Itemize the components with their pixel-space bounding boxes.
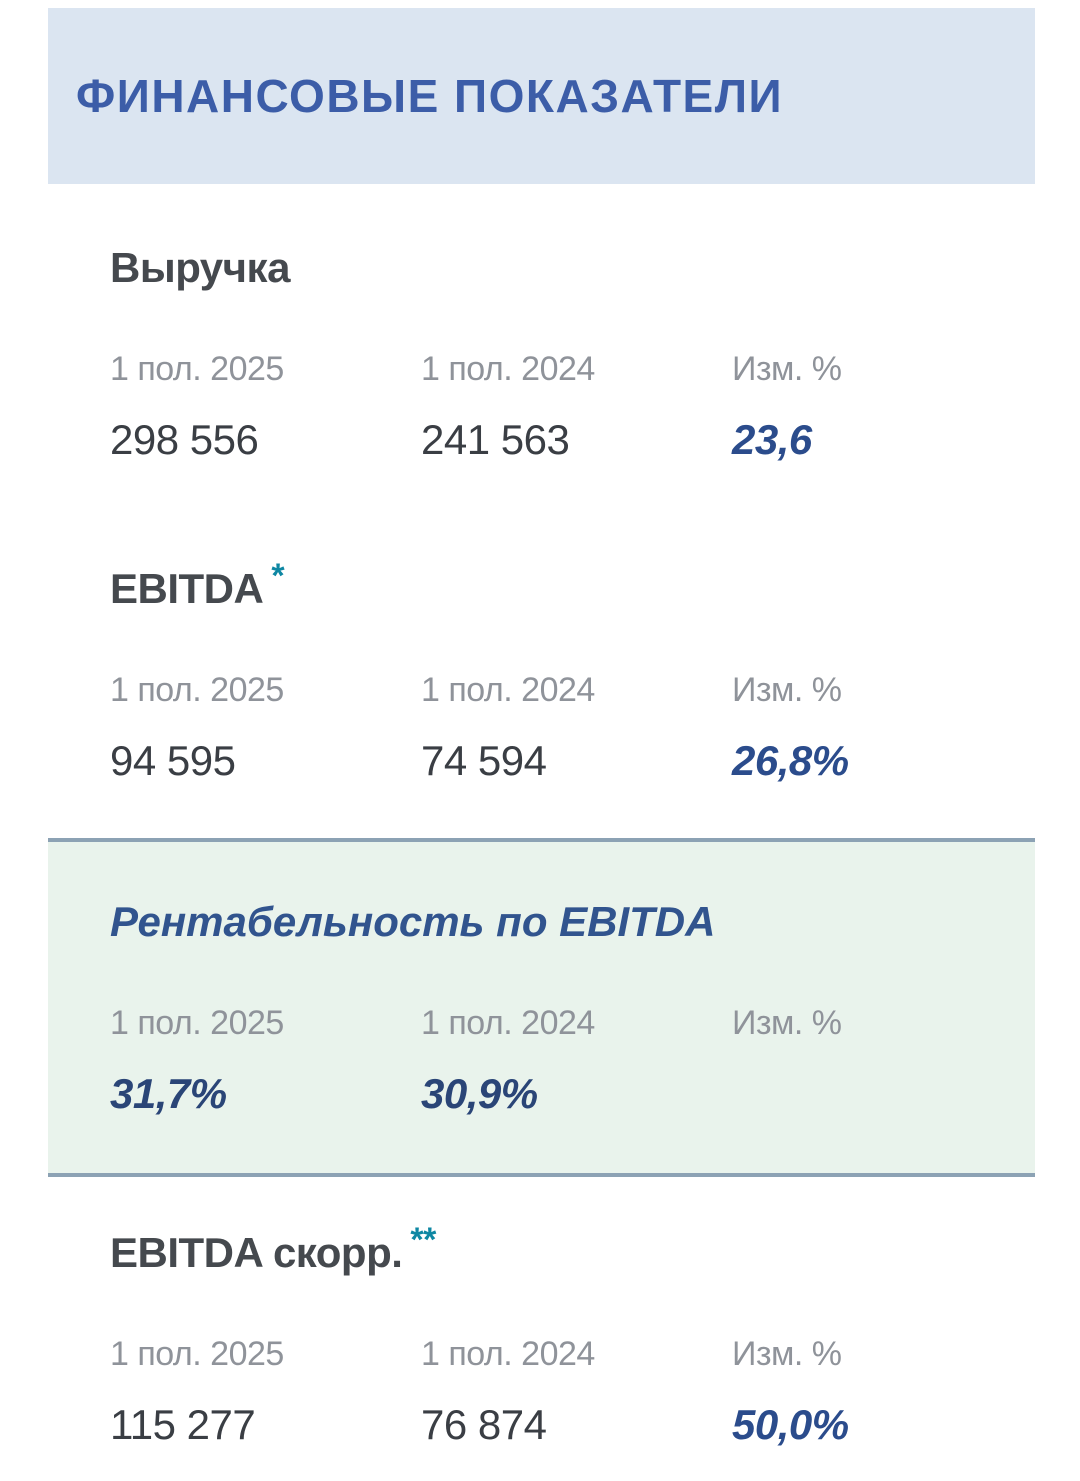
metric-name: EBITDA bbox=[110, 565, 264, 612]
metric-section-ebitda: EBITDA * 1 пол. 2025 1 пол. 2024 Изм. % 9… bbox=[0, 557, 1080, 786]
metric-title-revenue: Выручка bbox=[110, 244, 1035, 295]
page-title: ФИНАНСОВЫЕ ПОКАЗАТЕЛИ bbox=[76, 70, 784, 122]
column-label-period-2024: 1 пол. 2024 bbox=[421, 1004, 595, 1042]
value-row: 94 595 74 594 26,8% bbox=[110, 736, 1035, 786]
column-label-change: Изм. % bbox=[732, 1335, 842, 1373]
column-label-period-2024: 1 пол. 2024 bbox=[421, 350, 595, 388]
column-header-row: 1 пол. 2025 1 пол. 2024 Изм. % bbox=[110, 349, 1035, 389]
metric-name: Рентабельность по EBITDA bbox=[110, 898, 716, 945]
metric-section-revenue: Выручка 1 пол. 2025 1 пол. 2024 Изм. % 2… bbox=[0, 244, 1080, 465]
value-row: 31,7% 30,9% bbox=[110, 1069, 1035, 1119]
column-label-period-2025: 1 пол. 2025 bbox=[110, 1335, 284, 1373]
change-value: 26,8% bbox=[732, 737, 849, 784]
metric-name: Выручка bbox=[110, 244, 290, 291]
value-2024: 74 594 bbox=[421, 737, 547, 784]
metric-section-ebitda-margin: Рентабельность по EBITDA 1 пол. 2025 1 п… bbox=[48, 838, 1035, 1177]
column-label-change: Изм. % bbox=[732, 350, 842, 388]
value-2024: 241 563 bbox=[421, 416, 570, 463]
column-label-period-2025: 1 пол. 2025 bbox=[110, 671, 284, 709]
column-label-period-2024: 1 пол. 2024 bbox=[421, 671, 595, 709]
value-row: 298 556 241 563 23,6 bbox=[110, 415, 1035, 465]
metric-title-ebitda: EBITDA * bbox=[110, 557, 1035, 616]
metric-section-ebitda-adjusted: EBITDA скорр. ** 1 пол. 2025 1 пол. 2024 … bbox=[0, 1221, 1080, 1450]
value-2025: 31,7% bbox=[110, 1070, 227, 1117]
column-label-period-2025: 1 пол. 2025 bbox=[110, 1004, 284, 1042]
column-label-change: Изм. % bbox=[732, 671, 842, 709]
metric-title-ebitda-adjusted: EBITDA скорр. ** bbox=[110, 1221, 1035, 1280]
column-header-row: 1 пол. 2025 1 пол. 2024 Изм. % bbox=[110, 1334, 1035, 1374]
value-2024: 76 874 bbox=[421, 1401, 547, 1448]
value-2024: 30,9% bbox=[421, 1070, 538, 1117]
footnote-asterisk: ** bbox=[410, 1221, 436, 1259]
column-header-row: 1 пол. 2025 1 пол. 2024 Изм. % bbox=[110, 670, 1035, 710]
footnote-asterisk: * bbox=[271, 557, 285, 595]
value-row: 115 277 76 874 50,0% bbox=[110, 1400, 1035, 1450]
value-2025: 94 595 bbox=[110, 737, 236, 784]
header-band: ФИНАНСОВЫЕ ПОКАЗАТЕЛИ bbox=[48, 8, 1035, 184]
column-label-period-2024: 1 пол. 2024 bbox=[421, 1335, 595, 1373]
metric-title-ebitda-margin: Рентабельность по EBITDA bbox=[110, 898, 1035, 949]
metric-name: EBITDA скорр. bbox=[110, 1229, 403, 1276]
column-label-change: Изм. % bbox=[732, 1004, 842, 1042]
column-label-period-2025: 1 пол. 2025 bbox=[110, 350, 284, 388]
column-header-row: 1 пол. 2025 1 пол. 2024 Изм. % bbox=[110, 1003, 1035, 1043]
value-2025: 115 277 bbox=[110, 1401, 256, 1448]
value-2025: 298 556 bbox=[110, 416, 259, 463]
change-value: 50,0% bbox=[732, 1401, 849, 1448]
change-value: 23,6 bbox=[732, 416, 812, 463]
